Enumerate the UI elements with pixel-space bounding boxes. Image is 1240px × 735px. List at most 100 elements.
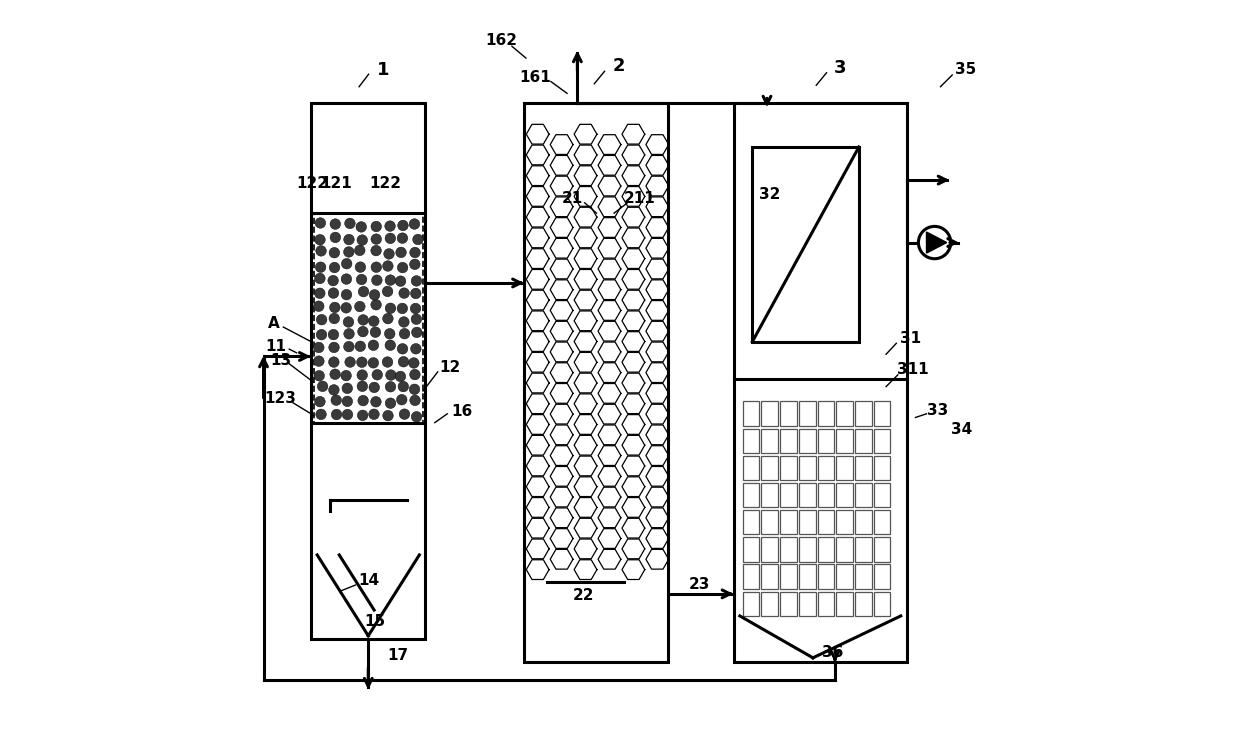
Circle shape [330,232,341,243]
Circle shape [409,259,420,270]
Circle shape [412,314,422,325]
Bar [753,147,859,342]
Bar [761,456,777,480]
Bar [799,537,816,562]
Text: 35: 35 [955,62,976,77]
Circle shape [384,329,396,339]
Text: 13: 13 [270,353,291,368]
Bar [743,456,759,480]
Circle shape [355,301,365,312]
Bar [761,564,777,589]
Bar [734,103,906,662]
Circle shape [317,381,327,392]
Circle shape [412,276,422,286]
Text: 22: 22 [573,588,594,603]
Circle shape [343,247,355,257]
Bar [837,483,853,507]
Circle shape [329,342,340,353]
Text: 162: 162 [486,33,517,48]
Circle shape [398,317,409,327]
Circle shape [342,409,353,420]
Circle shape [357,326,368,337]
Circle shape [397,233,408,243]
Circle shape [329,356,339,368]
Circle shape [345,356,356,368]
Text: 34: 34 [951,423,972,437]
Circle shape [399,329,410,339]
Circle shape [316,315,327,325]
Circle shape [342,383,352,394]
Circle shape [316,329,327,340]
Circle shape [396,276,405,287]
Circle shape [370,382,379,392]
Bar [817,564,835,589]
Circle shape [314,343,324,353]
Circle shape [355,245,365,256]
Circle shape [329,329,339,340]
Circle shape [356,274,367,284]
Bar [761,483,777,507]
Circle shape [341,290,352,300]
Circle shape [386,303,396,314]
Circle shape [409,247,420,258]
Polygon shape [926,232,946,253]
Bar [856,592,872,616]
Circle shape [383,313,393,324]
Text: 161: 161 [520,70,552,85]
Circle shape [358,315,368,325]
Circle shape [386,398,396,409]
Bar [314,213,423,423]
Text: 311: 311 [897,362,929,377]
Text: 11: 11 [265,340,286,354]
Bar [311,103,425,639]
Circle shape [368,316,379,326]
Bar [780,592,797,616]
Text: 32: 32 [759,187,781,202]
Circle shape [329,248,340,258]
Circle shape [371,262,382,273]
Circle shape [329,288,339,298]
Bar [837,510,853,534]
Circle shape [384,220,396,232]
Circle shape [342,396,352,406]
Text: 17: 17 [387,648,409,663]
Circle shape [371,234,382,245]
Circle shape [314,301,324,312]
Bar [799,401,816,426]
Circle shape [356,222,367,232]
Bar [856,483,872,507]
Bar [780,537,797,562]
Circle shape [357,410,368,420]
Circle shape [397,262,408,273]
Bar [817,483,835,507]
Bar [874,483,890,507]
Bar [837,537,853,562]
Circle shape [330,302,340,312]
Circle shape [370,290,379,300]
Circle shape [384,340,396,351]
Circle shape [331,409,342,420]
Text: A: A [268,316,280,331]
Bar [799,510,816,534]
Bar [780,401,797,426]
Bar [874,429,890,453]
Circle shape [372,275,382,285]
Circle shape [341,273,352,284]
Circle shape [314,356,324,367]
Circle shape [399,409,409,420]
Circle shape [331,395,341,406]
Circle shape [408,358,419,368]
Circle shape [357,234,367,245]
Bar [817,429,835,453]
Circle shape [397,343,408,354]
Circle shape [368,409,379,420]
Circle shape [409,395,420,406]
Bar [874,564,890,589]
Circle shape [370,327,381,337]
Text: 1: 1 [377,61,389,79]
Circle shape [355,341,366,351]
Circle shape [330,219,341,229]
Circle shape [315,288,325,298]
Circle shape [383,248,394,259]
Text: 15: 15 [365,614,386,628]
